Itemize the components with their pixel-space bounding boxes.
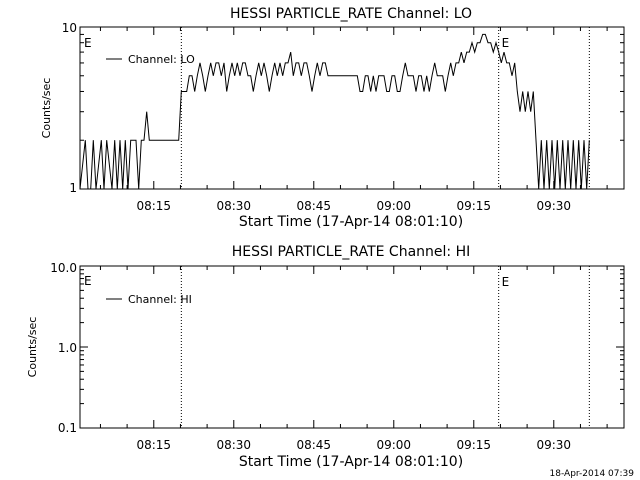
x-tick-label: 09:30 [536, 438, 571, 452]
chart-lo-plot-frame [79, 26, 625, 190]
chart-hi-legend-label: Channel: HI [128, 293, 192, 306]
chart-hi-y-axis-label: Counts/sec [26, 317, 39, 378]
x-tick-label: 08:30 [216, 438, 251, 452]
chart-hi-y-tick-label: 10.0 [50, 261, 77, 275]
x-tick-label: 09:00 [376, 199, 411, 213]
chart-lo-y-axis-label: Counts/sec [40, 78, 53, 139]
chart-hi-y-tick-label: 1.0 [58, 341, 77, 355]
chart-hi-left-marker: E [84, 274, 92, 288]
footer-timestamp: 18-Apr-2014 07:39 [550, 469, 635, 479]
x-tick-label: 08:15 [136, 438, 171, 452]
x-tick-label: 08:30 [216, 199, 251, 213]
chart-hi-x-axis-label: Start Time (17-Apr-14 08:01:10) [239, 454, 463, 470]
chart-hi-y-tick-label: 0.1 [58, 421, 77, 435]
x-tick-label: 09:15 [456, 438, 491, 452]
chart-lo-legend-label: Channel: LO [128, 53, 195, 66]
chart-hi-title: HESSI PARTICLE_RATE Channel: HI [232, 244, 470, 260]
x-tick-label: 08:45 [296, 438, 331, 452]
chart-hi-plot-frame [79, 265, 625, 429]
chart-lo-title: HESSI PARTICLE_RATE Channel: LO [230, 6, 472, 22]
series-line-lo [79, 33, 590, 190]
chart-lo-left-marker: E [84, 36, 92, 50]
x-tick-label: 08:15 [136, 199, 171, 213]
chart-lo-x-axis-label: Start Time (17-Apr-14 08:01:10) [239, 214, 463, 230]
x-tick-label: 09:15 [456, 199, 491, 213]
x-tick-label: 09:00 [376, 438, 411, 452]
chart-lo-y-tick-label: 1 [69, 181, 77, 195]
chart-lo: HESSI PARTICLE_RATE Channel: LO Counts/s… [40, 6, 625, 230]
chart-hi: HESSI PARTICLE_RATE Channel: HI Counts/s… [26, 244, 625, 470]
x-tick-label: 08:45 [296, 199, 331, 213]
x-tick-label: 09:30 [536, 199, 571, 213]
chart-lo-y-tick-label: 10 [62, 21, 77, 35]
event-vline-label: E [502, 275, 510, 289]
event-vline-label: E [502, 36, 510, 50]
